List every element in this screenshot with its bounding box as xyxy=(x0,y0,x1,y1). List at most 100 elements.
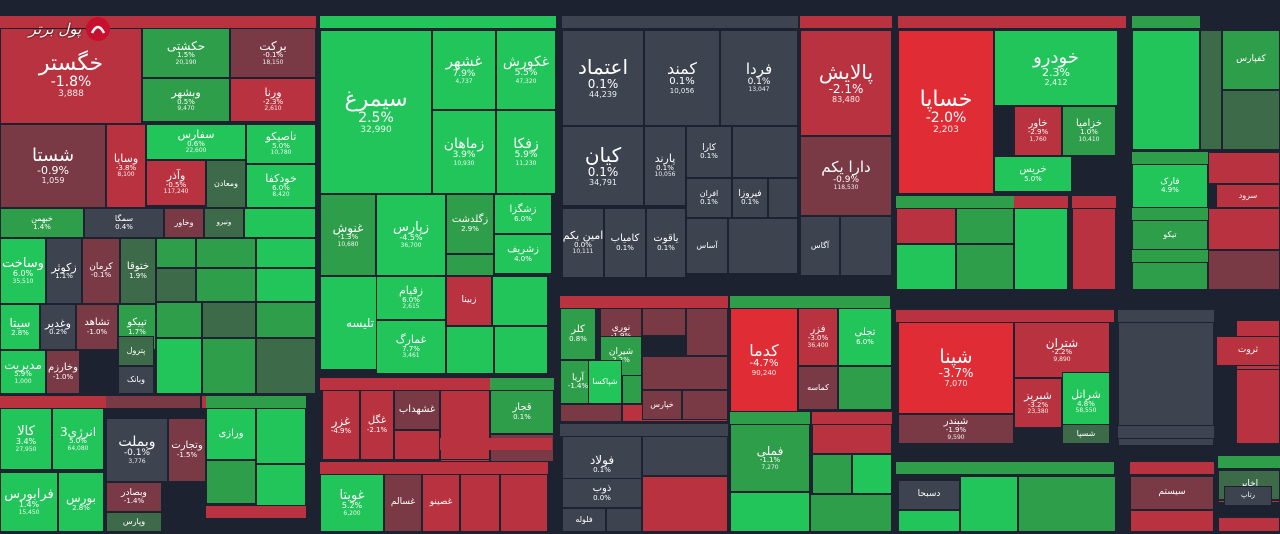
symbol-tile[interactable]: زکوثر 1.1% xyxy=(46,238,82,304)
symbol-tile[interactable]: فیروزا 0.1% xyxy=(732,178,768,218)
symbol-tile[interactable]: وخارزم -1.0% xyxy=(46,350,80,394)
symbol-tile[interactable]: سفارس 0.6% 22,600 xyxy=(146,124,246,160)
symbol-tile[interactable]: زماهان 3.9% 10,930 xyxy=(432,110,496,194)
symbol-tile[interactable]: زبینا xyxy=(446,276,492,326)
symbol-tile[interactable]: غگل -2.1% xyxy=(360,390,394,460)
symbol-tile[interactable]: آگاس xyxy=(800,216,840,276)
symbol-tile[interactable]: ختوقا 1.9% xyxy=(120,238,156,304)
symbol-tile[interactable]: تجلی 6.0% xyxy=(838,308,892,366)
symbol-tile[interactable]: آساس xyxy=(686,218,728,274)
symbol-tile[interactable]: غکورش 5.5% 47,320 xyxy=(496,30,556,110)
symbol-tile[interactable]: خگستر -1.8% 3,888 xyxy=(0,28,142,124)
symbol-tile[interactable]: حکشتی 1.5% 20,190 xyxy=(142,28,230,78)
symbol-tile[interactable]: شتران -2.2% 9,890 xyxy=(1014,322,1110,378)
symbol-tile[interactable]: خپارس xyxy=(642,390,682,420)
symbol-tile[interactable]: وبانک xyxy=(118,366,154,394)
symbol-tile[interactable]: کماسه xyxy=(798,366,838,410)
symbol-tile[interactable]: زگلدشت 2.9% xyxy=(446,194,494,254)
symbol-tile[interactable]: غصینو xyxy=(422,474,460,532)
symbol-tile[interactable]: تیکو xyxy=(1132,220,1208,250)
symbol-tile[interactable]: سرود xyxy=(1216,184,1280,208)
symbol-tile[interactable]: زفکا 5.9% 11,230 xyxy=(496,110,556,194)
symbol-tile[interactable]: کامیاب 0.1% xyxy=(604,208,646,278)
symbol-tile[interactable]: وبشهر 0.5% 9,470 xyxy=(142,78,230,122)
symbol-tile[interactable]: خساپا -2.0% 2,203 xyxy=(898,30,994,194)
symbol-tile[interactable]: سمگا 0.4% xyxy=(84,208,164,238)
symbol-tile[interactable]: شستا -0.9% 1,059 xyxy=(0,124,106,208)
symbol-tile[interactable]: زشگزا 6.0% xyxy=(494,194,552,234)
symbol-tile[interactable]: وبصادر -1.4% xyxy=(106,482,162,512)
symbol-tile[interactable]: شپنا -3.7% 7,070 xyxy=(898,322,1014,414)
symbol-tile[interactable]: شپاکسا xyxy=(588,360,622,404)
symbol-tile[interactable]: کمند 0.1% 10,056 xyxy=(644,30,720,126)
symbol-tile[interactable]: بورس 2.8% xyxy=(58,472,104,532)
symbol-tile[interactable]: فرابورس 1.4% 15,450 xyxy=(0,472,58,532)
symbol-tile[interactable]: ونیرو xyxy=(204,208,244,238)
symbol-tile[interactable]: برکت -0.1% 18,150 xyxy=(230,28,316,78)
symbol-tile[interactable]: خودکفا 6.0% 8,420 xyxy=(246,164,316,208)
symbol-tile[interactable]: سیتا 2.8% xyxy=(0,304,40,350)
symbol-tile[interactable]: مدیریت 5.9% 1,000 xyxy=(0,350,46,394)
symbol-tile[interactable]: زپارس -4.5% 36,700 xyxy=(376,194,446,276)
symbol-tile[interactable]: فلوله xyxy=(562,508,606,532)
symbol-tile[interactable]: فارک 4.9% xyxy=(1132,164,1208,208)
symbol-tile[interactable]: تاصیکو 5.0% 10,780 xyxy=(246,124,316,164)
symbol-tile[interactable]: وآذر -0.5% 117,240 xyxy=(146,160,206,206)
symbol-tile[interactable]: غنوش -1.3% 10,680 xyxy=(320,194,376,276)
symbol-tile[interactable]: تشاهد -1.0% xyxy=(76,304,118,350)
symbol-tile[interactable]: رتاپ xyxy=(1224,486,1272,506)
symbol-tile[interactable]: پترول xyxy=(118,336,154,366)
symbol-tile[interactable]: کیان 0.1% 34,791 xyxy=(562,126,644,206)
symbol-tile[interactable]: وغدیر 0.2% xyxy=(40,304,76,350)
symbol-tile[interactable]: کلر 0.8% xyxy=(560,308,596,360)
symbol-tile[interactable]: خریس 5.0% xyxy=(994,156,1072,192)
symbol-tile[interactable]: انرژی3 5.0% 64,080 xyxy=(52,408,104,470)
symbol-tile[interactable]: وتجارت -1.5% xyxy=(168,418,206,482)
symbol-tile[interactable]: وپارس xyxy=(106,512,162,532)
symbol-tile[interactable]: پارند 0.1% 10,056 xyxy=(644,126,686,206)
symbol-tile[interactable]: قجار 0.1% xyxy=(490,390,554,434)
symbol-tile[interactable]: کارا 0.1% xyxy=(686,126,732,178)
symbol-tile[interactable]: خودرو 2.3% 2,412 xyxy=(994,30,1118,106)
symbol-tile[interactable]: سیمرغ 2.5% 32,990 xyxy=(320,30,432,194)
symbol-tile[interactable]: کرمان -0.1% xyxy=(82,238,120,304)
symbol-tile[interactable]: خزامیا 1.0% 10,410 xyxy=(1062,106,1116,156)
symbol-tile[interactable]: شبندر -1.9% 9,590 xyxy=(898,414,1014,444)
symbol-tile[interactable]: شبریز -3.2% 23,380 xyxy=(1014,378,1062,428)
symbol-tile[interactable]: شسپا xyxy=(1062,424,1110,444)
symbol-tile[interactable]: امین یکم 0.0% 10,111 xyxy=(562,208,604,278)
symbol-tile[interactable]: دارا یکم -0.9% 118,530 xyxy=(800,136,892,216)
symbol-tile[interactable]: فردا 0.1% 13,047 xyxy=(720,30,798,126)
symbol-tile[interactable]: پالایش -2.1% 83,480 xyxy=(800,30,892,136)
symbol-tile[interactable]: ورازی xyxy=(206,408,256,460)
symbol-tile[interactable]: غشهداب xyxy=(394,390,440,430)
symbol-tile[interactable]: ومعادن xyxy=(206,160,246,208)
symbol-tile[interactable]: زقیام 6.0% 2,615 xyxy=(376,276,446,320)
symbol-tile[interactable]: فملی -1.1% 7,270 xyxy=(730,424,810,492)
symbol-tile[interactable]: غشهر 7.9% 4,737 xyxy=(432,30,496,110)
symbol-tile[interactable]: اعتماد 0.1% 44,239 xyxy=(562,30,644,126)
symbol-tile[interactable]: وبملت -0.1% 3,776 xyxy=(106,418,168,482)
symbol-tile[interactable]: وسایا -3.8% 8,100 xyxy=(106,124,146,208)
symbol-tile[interactable]: ذوب 0.0% xyxy=(562,478,642,508)
symbol-tile[interactable]: وخاور xyxy=(164,208,204,238)
symbol-tile[interactable]: وساخت 6.0% 35,510 xyxy=(0,238,46,304)
symbol-tile[interactable]: غزر -4.9% xyxy=(322,390,360,460)
symbol-tile[interactable]: شراتل 4.8% 58,550 xyxy=(1062,372,1110,432)
symbol-tile[interactable]: کفپارس xyxy=(1222,30,1280,90)
symbol-tile[interactable]: فزر -3.0% 36,400 xyxy=(798,308,838,366)
symbol-tile[interactable]: خبهمن 1.4% xyxy=(0,208,84,238)
symbol-tile[interactable]: کدما -4.7% 90,240 xyxy=(730,308,798,412)
symbol-tile[interactable]: ورنا -2.3% 2,610 xyxy=(230,78,316,122)
symbol-tile[interactable]: سیستم xyxy=(1130,476,1214,510)
symbol-tile[interactable]: زشریف 4.0% xyxy=(494,234,552,274)
symbol-tile[interactable]: غمارگ 7.7% 3,461 xyxy=(376,320,446,374)
symbol-tile[interactable]: یاقوت 0.1% xyxy=(646,208,686,278)
symbol-tile[interactable]: غسالم xyxy=(384,474,422,532)
symbol-tile[interactable]: افران 0.1% xyxy=(686,178,732,218)
symbol-tile[interactable]: ثروت xyxy=(1216,336,1280,366)
symbol-tile[interactable]: خاور -2.9% 1,760 xyxy=(1014,106,1062,156)
symbol-tile[interactable]: کالا 3.4% 27,950 xyxy=(0,408,52,470)
symbol-tile[interactable]: دسبحا xyxy=(898,480,960,510)
symbol-tile[interactable]: غویتا 5.2% 6,200 xyxy=(320,474,384,532)
